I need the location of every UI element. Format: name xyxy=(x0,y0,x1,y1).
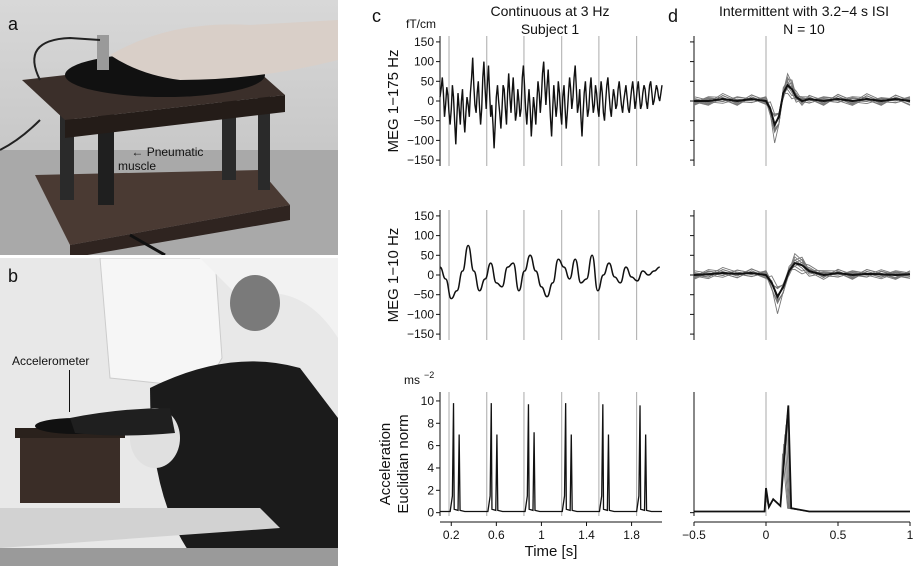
panel-d-title: Intermittent with 3.2−4 s ISI N = 10 xyxy=(686,2,922,38)
panel-d-title-line1: Intermittent with 3.2−4 s ISI xyxy=(718,3,890,19)
ylabel-accel-1: Acceleration xyxy=(377,423,394,506)
panel-letter-a: a xyxy=(8,14,19,34)
pneumatic-label-text: Pneumatic muscle xyxy=(118,145,204,173)
panel-d-title-line2: N = 10 xyxy=(783,21,825,37)
unit-label-accel: ms xyxy=(404,373,420,387)
x-tick-label-d: 1 xyxy=(907,528,914,542)
label-pneumatic-muscle: ← Pneumatic muscle xyxy=(118,131,203,187)
y-tick-label: −50 xyxy=(414,288,435,302)
x-tick-label-d: −0.5 xyxy=(682,528,706,542)
device-illustration xyxy=(0,20,338,255)
trace-subject xyxy=(693,79,911,144)
trace-meg-175 xyxy=(439,57,663,149)
setup-illustration xyxy=(0,258,338,566)
trace-accel-subject xyxy=(694,443,910,512)
trace-acceleration xyxy=(440,403,662,513)
trace-subject xyxy=(693,256,911,304)
arrow-down-icon xyxy=(69,370,70,412)
trace-accel-subject xyxy=(694,434,910,512)
trace-mean xyxy=(693,262,911,299)
ylabel-meg-175: MEG 1−175 Hz xyxy=(385,50,402,153)
panel-letter-d: d xyxy=(668,6,679,26)
y-tick-label: −50 xyxy=(414,114,435,128)
y-tick-label: 0 xyxy=(427,506,434,520)
trace-accel-subject xyxy=(694,453,910,512)
unit-label-exp: −2 xyxy=(424,370,434,380)
y-tick-label: 0 xyxy=(427,94,434,108)
y-tick-label: 100 xyxy=(414,229,434,243)
trace-accel-subject xyxy=(694,415,910,512)
y-tick-label: 10 xyxy=(421,394,435,408)
panel-c-title: Continuous at 3 Hz Subject 1 xyxy=(444,2,656,38)
arrow-left-icon: ← xyxy=(131,145,147,159)
y-tick-label: −100 xyxy=(407,133,434,147)
y-tick-label: −100 xyxy=(407,307,434,321)
trace-subject xyxy=(693,265,911,289)
panel-letter-b: b xyxy=(8,266,19,286)
x-tick-label-d: 0.5 xyxy=(830,528,847,542)
trace-subject xyxy=(693,85,911,130)
panel-letter-c: c xyxy=(372,6,381,26)
trace-subject xyxy=(693,72,911,134)
y-tick-label: 0 xyxy=(427,268,434,282)
trace-subject xyxy=(693,256,911,314)
ylabel-accel-2: Euclidian norm xyxy=(395,414,412,513)
x-tick-label: 1 xyxy=(538,528,545,542)
photo-device: a ← Pneumatic muscle xyxy=(0,0,338,255)
y-tick-label: 50 xyxy=(421,74,435,88)
y-tick-label: 8 xyxy=(427,416,434,430)
trace-meg-1-10 xyxy=(439,244,660,300)
x-tick-label: 1.8 xyxy=(623,528,640,542)
trace-subject xyxy=(693,82,911,131)
y-tick-label: −150 xyxy=(407,153,434,167)
x-tick-label: 0.2 xyxy=(443,528,460,542)
panel-c-title-line1: Continuous at 3 Hz xyxy=(490,3,610,19)
xlabel-time: Time [s] xyxy=(525,543,578,560)
y-tick-label: 100 xyxy=(414,55,434,69)
panel-c-title-line2: Subject 1 xyxy=(520,21,580,37)
x-tick-label-d: 0 xyxy=(763,528,770,542)
unit-label: fT/cm xyxy=(406,17,436,31)
y-tick-label: 2 xyxy=(427,483,434,497)
y-tick-label: 150 xyxy=(414,209,434,223)
y-tick-label: 150 xyxy=(414,35,434,49)
trace-subject xyxy=(693,81,911,129)
y-tick-label: 6 xyxy=(427,439,434,453)
y-tick-label: −150 xyxy=(407,327,434,341)
y-tick-label: 4 xyxy=(427,461,434,475)
trace-subject xyxy=(693,252,911,305)
x-tick-label: 1.4 xyxy=(578,528,595,542)
ylabel-meg-1-10: MEG 1−10 Hz xyxy=(385,228,402,323)
trace-subject xyxy=(693,80,911,132)
trace-accel-subject xyxy=(694,405,910,513)
x-tick-label: 0.6 xyxy=(488,528,505,542)
label-accelerometer: Accelerometer xyxy=(12,354,90,368)
photo-setup: b Accelerometer xyxy=(0,258,338,566)
trace-mean xyxy=(694,83,911,128)
trace-accel-subject xyxy=(694,424,910,512)
y-tick-label: 50 xyxy=(421,248,435,262)
